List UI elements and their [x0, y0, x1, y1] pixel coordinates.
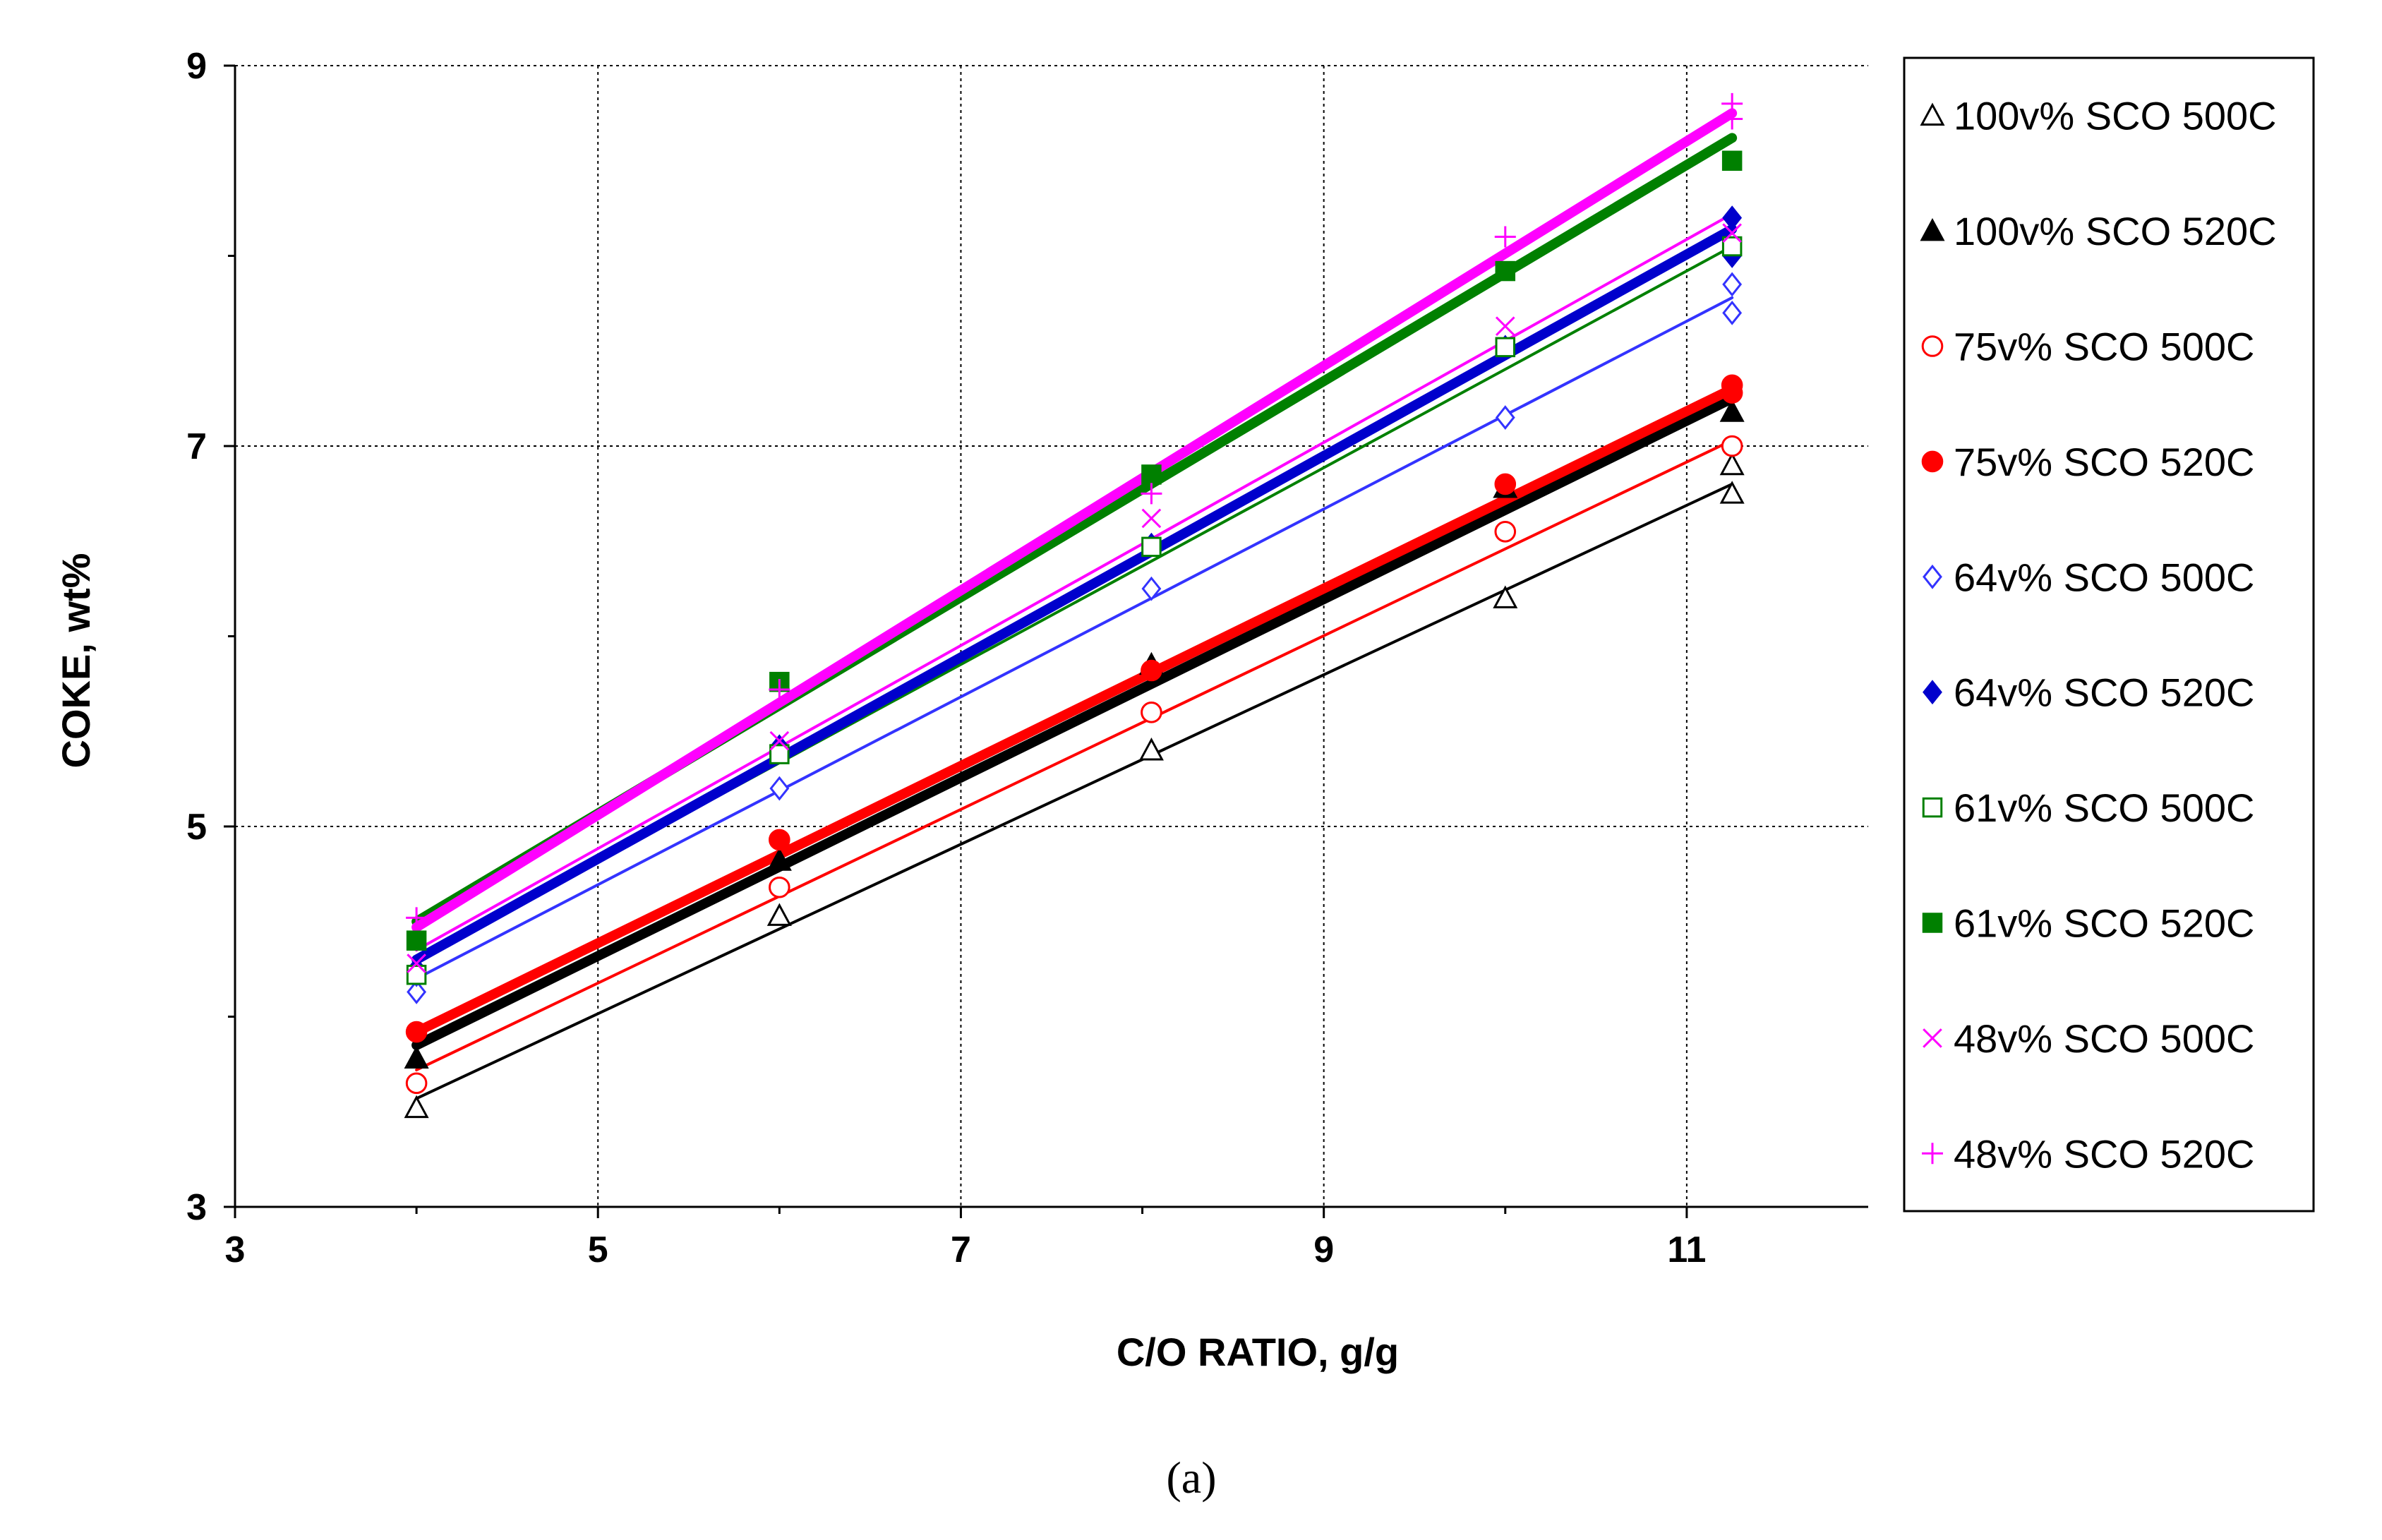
data-point — [406, 930, 427, 951]
data-point — [407, 954, 426, 973]
data-point — [407, 980, 427, 1004]
legend-marker — [1920, 102, 1945, 126]
data-point — [404, 1095, 429, 1119]
legend-label: 64v% SCO 520C — [1954, 670, 2254, 715]
data-point — [1138, 738, 1164, 761]
x-axis-title: C/O RATIO, g/g — [1117, 1330, 1399, 1374]
trend-line — [415, 482, 1734, 1100]
legend-label: 64v% SCO 500C — [1954, 555, 2254, 599]
data-point — [766, 903, 792, 926]
trend-line — [415, 438, 1734, 1071]
data-point — [1141, 576, 1162, 601]
data-point — [769, 776, 790, 801]
data-point — [1494, 520, 1517, 543]
data-point — [766, 848, 792, 871]
figure-caption: (a) — [1166, 1452, 1216, 1503]
data-point — [1722, 223, 1742, 243]
legend-marker — [1922, 913, 1943, 933]
x-tick-label: 9 — [1313, 1229, 1334, 1270]
data-point — [1719, 452, 1745, 476]
data-point — [1141, 483, 1162, 505]
legend-label: 75v% SCO 500C — [1954, 325, 2254, 369]
data-point — [1141, 464, 1162, 485]
x-tick-label: 7 — [951, 1229, 971, 1270]
data-point — [1719, 399, 1745, 422]
data-point — [1719, 481, 1745, 504]
legend-marker — [1922, 797, 1943, 818]
y-tick-label: 9 — [186, 46, 207, 87]
data-point — [1495, 337, 1516, 358]
legend-marker — [1921, 450, 1944, 473]
data-point — [769, 730, 790, 751]
data-point — [1722, 272, 1743, 297]
legend-label: 75v% SCO 520C — [1954, 440, 2254, 484]
trend-line — [411, 108, 1738, 932]
x-tick-label: 3 — [225, 1229, 246, 1270]
legend: 100v% SCO 500C 100v% SCO 520C 75v% SCO 500… — [1903, 56, 2315, 1213]
legend-marker — [1922, 1143, 1943, 1165]
x-tick-label: 11 — [1667, 1229, 1706, 1270]
data-point — [1494, 226, 1516, 248]
legend-label: 100v% SCO 520C — [1954, 209, 2277, 253]
data-point — [406, 907, 428, 929]
legend-label: 48v% SCO 500C — [1954, 1016, 2254, 1061]
legend-box — [1903, 56, 2315, 1213]
data-point — [1495, 405, 1515, 430]
data-point — [1722, 300, 1743, 325]
trend-line — [415, 296, 1734, 980]
data-point — [405, 1021, 428, 1043]
axes: 3 5 7 9 11 3 5 7 9 — [186, 46, 1868, 1270]
legend-marker — [1923, 1028, 1942, 1048]
data-point — [1494, 473, 1517, 495]
data-point — [1721, 435, 1743, 457]
data-point — [1495, 316, 1515, 337]
legend-label: 61v% SCO 520C — [1954, 901, 2254, 946]
data-point — [769, 829, 790, 851]
data-point — [1141, 659, 1162, 682]
trend-line — [415, 212, 1734, 952]
data-point — [405, 1072, 428, 1095]
data-point — [769, 678, 790, 700]
legend-label: 48v% SCO 520C — [1954, 1131, 2254, 1176]
y-tick-label: 7 — [186, 426, 207, 467]
data-points — [404, 92, 1745, 1119]
y-axis-title: COKE, wt% — [54, 553, 98, 769]
data-point — [1721, 92, 1743, 114]
legend-marker — [1923, 680, 1942, 705]
data-point — [1493, 585, 1518, 608]
legend-marker — [1921, 335, 1944, 357]
legend-marker — [1920, 217, 1945, 241]
data-point — [769, 876, 790, 898]
y-tick-label: 3 — [186, 1187, 207, 1228]
data-point — [1141, 508, 1162, 529]
data-point — [1141, 702, 1162, 723]
data-point — [1141, 536, 1162, 558]
y-tick-label: 5 — [186, 807, 207, 848]
data-point — [1721, 382, 1743, 404]
x-tick-label: 5 — [588, 1229, 608, 1270]
data-point — [1722, 205, 1743, 231]
legend-marker — [1923, 564, 1942, 589]
legend-label: 100v% SCO 500C — [1954, 94, 2277, 138]
legend-label: 61v% SCO 500C — [1954, 786, 2254, 830]
data-point — [404, 1045, 429, 1069]
gridlines — [235, 65, 1868, 1207]
data-point — [1495, 260, 1516, 282]
data-point — [1721, 150, 1743, 171]
trend-line — [411, 393, 1738, 1050]
